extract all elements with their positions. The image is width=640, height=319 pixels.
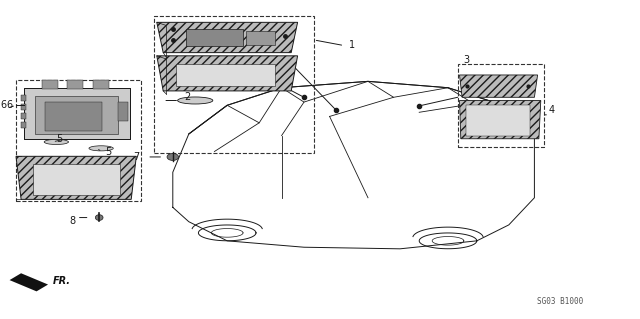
Bar — [154, 16, 314, 153]
Bar — [118, 102, 128, 121]
Bar — [93, 80, 109, 89]
Polygon shape — [10, 273, 48, 291]
Ellipse shape — [167, 153, 179, 160]
Text: 4: 4 — [548, 105, 555, 115]
Polygon shape — [157, 56, 298, 91]
Text: 5: 5 — [56, 134, 63, 144]
Bar — [21, 95, 26, 101]
Bar — [21, 122, 26, 128]
Ellipse shape — [95, 215, 103, 220]
Bar — [466, 105, 530, 136]
Bar — [176, 64, 275, 86]
Bar — [21, 104, 26, 110]
Bar — [33, 164, 120, 195]
Polygon shape — [157, 22, 298, 53]
Bar — [21, 113, 26, 119]
Text: 5: 5 — [106, 146, 112, 157]
Text: 3: 3 — [463, 56, 470, 65]
Text: 8: 8 — [69, 216, 76, 226]
Bar — [24, 88, 130, 139]
Text: SG03 B1000: SG03 B1000 — [537, 297, 583, 306]
Bar — [35, 96, 118, 134]
Text: 6: 6 — [0, 100, 6, 110]
Ellipse shape — [89, 146, 113, 151]
Text: 6: 6 — [6, 100, 13, 110]
Polygon shape — [460, 75, 538, 97]
Bar — [458, 64, 544, 147]
Bar — [45, 102, 102, 131]
Ellipse shape — [178, 97, 212, 104]
Polygon shape — [460, 100, 541, 139]
Text: 2: 2 — [184, 92, 191, 102]
Bar — [246, 31, 275, 45]
Bar — [42, 80, 58, 89]
Text: 7: 7 — [133, 152, 140, 162]
Bar — [186, 29, 243, 46]
Polygon shape — [16, 156, 136, 199]
Bar — [67, 80, 83, 89]
Text: FR.: FR. — [52, 276, 70, 286]
Ellipse shape — [44, 139, 68, 145]
Bar — [24, 88, 130, 139]
Bar — [16, 80, 141, 201]
Text: 1: 1 — [349, 40, 355, 50]
